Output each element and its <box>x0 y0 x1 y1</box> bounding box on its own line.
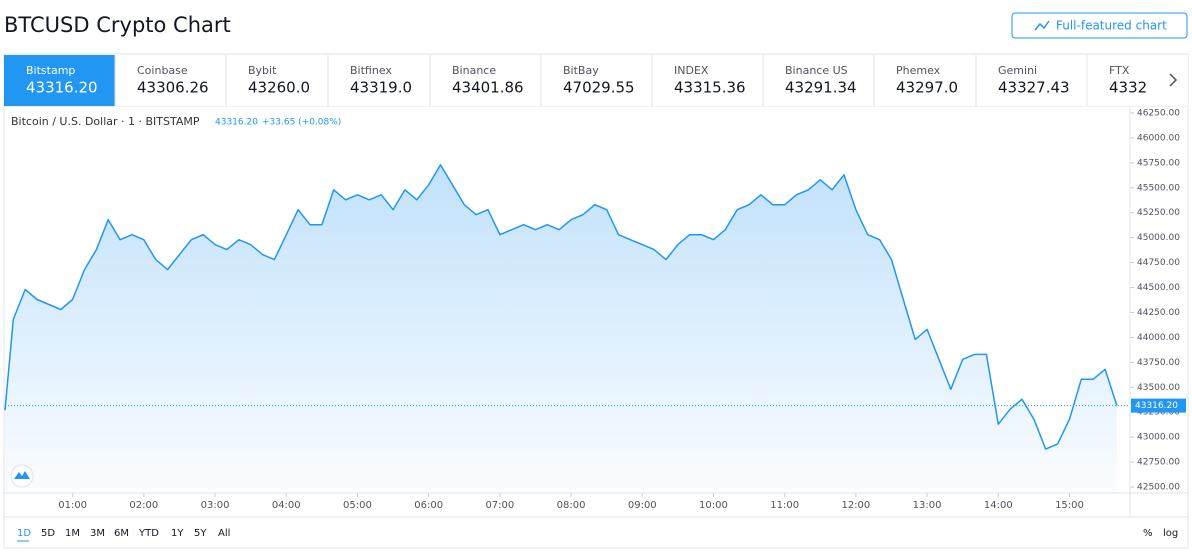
x-tick-label: 05:00 <box>343 500 372 511</box>
exchange-price[interactable]: 43401.86 <box>452 79 524 97</box>
button-icon <box>1034 20 1050 31</box>
exchange-tab[interactable] <box>226 55 328 106</box>
x-tick-label: 10:00 <box>699 500 728 511</box>
frame <box>3 53 1189 549</box>
range-button[interactable]: 1D <box>17 528 31 539</box>
last-price-box <box>1131 398 1186 413</box>
exchange-name[interactable]: Binance US <box>785 64 848 77</box>
last-price-label: 43316.20 <box>1135 401 1178 411</box>
y-tick-label: 44000.00 <box>1137 333 1180 343</box>
range-button[interactable]: 3M <box>90 528 105 539</box>
exchange-name[interactable]: Gemini <box>998 64 1037 77</box>
exchange-tab[interactable] <box>430 55 541 106</box>
full-chart-button[interactable] <box>1011 12 1188 39</box>
y-tick-label: 42500.00 <box>1137 483 1180 493</box>
x-tick-label: 07:00 <box>485 500 514 511</box>
exchange-price[interactable]: 43260.0 <box>248 79 310 97</box>
exchange-tab[interactable] <box>652 55 763 106</box>
y-tick-label: 45000.00 <box>1137 233 1180 243</box>
last-price: 43316.20 <box>215 118 258 128</box>
exchange-price[interactable]: 43315.36 <box>674 79 746 97</box>
price-change: +33.65 (+0.08%) <box>262 118 341 128</box>
y-tick-label: 45500.00 <box>1137 183 1180 193</box>
price-area <box>5 164 1117 493</box>
y-tick-label: 45250.00 <box>1137 208 1180 218</box>
x-tick-label: 06:00 <box>414 500 443 511</box>
x-tick-label: 09:00 <box>628 500 657 511</box>
range-button[interactable]: All <box>218 528 230 539</box>
x-tick-label: 14:00 <box>984 500 1013 511</box>
price-line <box>4 164 1118 450</box>
exchange-name[interactable]: INDEX <box>674 64 709 77</box>
exchange-name[interactable]: Phemex <box>896 64 941 77</box>
exchange-name[interactable]: Binance <box>452 64 496 77</box>
range-button[interactable]: 6M <box>114 528 129 539</box>
exchange-tab[interactable] <box>115 55 226 106</box>
range-button[interactable]: 1M <box>65 528 80 539</box>
y-tick-label: 43000.00 <box>1137 433 1180 443</box>
y-tick-label: 45750.00 <box>1137 158 1180 168</box>
exchange-price[interactable]: 43320 <box>1109 79 1157 97</box>
scale-option[interactable]: % <box>1143 528 1153 539</box>
x-tick-label: 04:00 <box>272 500 301 511</box>
scale-option[interactable]: log <box>1163 528 1178 539</box>
exchange-price[interactable]: 43316.20 <box>26 79 98 97</box>
exchange-name[interactable]: Bitstamp <box>26 64 75 77</box>
exchange-tab[interactable] <box>328 55 430 106</box>
tabs-next[interactable] <box>1169 73 1178 87</box>
button-label[interactable]: Full-featured chart <box>1056 19 1167 33</box>
exchange-tab[interactable] <box>4 55 115 106</box>
range-button[interactable]: YTD <box>138 528 159 539</box>
x-tick-label: 01:00 <box>58 500 87 511</box>
x-tick-label: 15:00 <box>1055 500 1084 511</box>
y-tick-label: 43250.00 <box>1137 408 1180 418</box>
exchange-tab[interactable] <box>976 55 1087 106</box>
y-tick-label: 46250.00 <box>1137 108 1180 118</box>
range-button[interactable]: 5D <box>41 528 55 539</box>
scroll-area <box>1148 55 1188 105</box>
x-tick-label: 02:00 <box>129 500 158 511</box>
y-tick-label: 43750.00 <box>1137 358 1180 368</box>
exchange-tab[interactable] <box>541 55 652 106</box>
exchange-name[interactable]: Bitfinex <box>350 64 392 77</box>
exchange-name[interactable]: FTX <box>1109 64 1130 77</box>
exchange-tab[interactable] <box>874 55 976 106</box>
exchange-price[interactable]: 43297.0 <box>896 79 958 97</box>
y-tick-label: 44750.00 <box>1137 258 1180 268</box>
range-button[interactable]: 5Y <box>194 528 207 539</box>
y-tick-label: 46000.00 <box>1137 133 1180 143</box>
y-tick-label: 44500.00 <box>1137 283 1180 293</box>
page-title: BTCUSD Crypto Chart <box>4 13 231 37</box>
exchange-price[interactable]: 43327.43 <box>998 79 1070 97</box>
x-tick-label: 13:00 <box>913 500 942 511</box>
exchange-tab[interactable] <box>763 55 874 106</box>
exchange-price[interactable]: 43306.26 <box>137 79 209 97</box>
y-tick-label: 42750.00 <box>1137 458 1180 468</box>
exchange-name[interactable]: Coinbase <box>137 64 188 77</box>
x-tick-label: 11:00 <box>770 500 799 511</box>
x-tick-label: 03:00 <box>201 500 230 511</box>
exchange-price[interactable]: 43319.0 <box>350 79 412 97</box>
exchange-name[interactable]: Bybit <box>248 64 277 77</box>
x-tick-label: 12:00 <box>841 500 870 511</box>
logo-mark <box>14 471 30 479</box>
range-button[interactable]: 1Y <box>171 528 184 539</box>
exchange-price[interactable]: 43291.34 <box>785 79 857 97</box>
x-tick-label: 08:00 <box>557 500 586 511</box>
exchange-price[interactable]: 47029.55 <box>563 79 635 97</box>
symbol-title: Bitcoin / U.S. Dollar · 1 · BITSTAMP <box>11 115 200 128</box>
exchange-name[interactable]: BitBay <box>563 64 599 77</box>
y-tick-label: 43500.00 <box>1137 383 1180 393</box>
y-tick-label: 44250.00 <box>1137 308 1180 318</box>
